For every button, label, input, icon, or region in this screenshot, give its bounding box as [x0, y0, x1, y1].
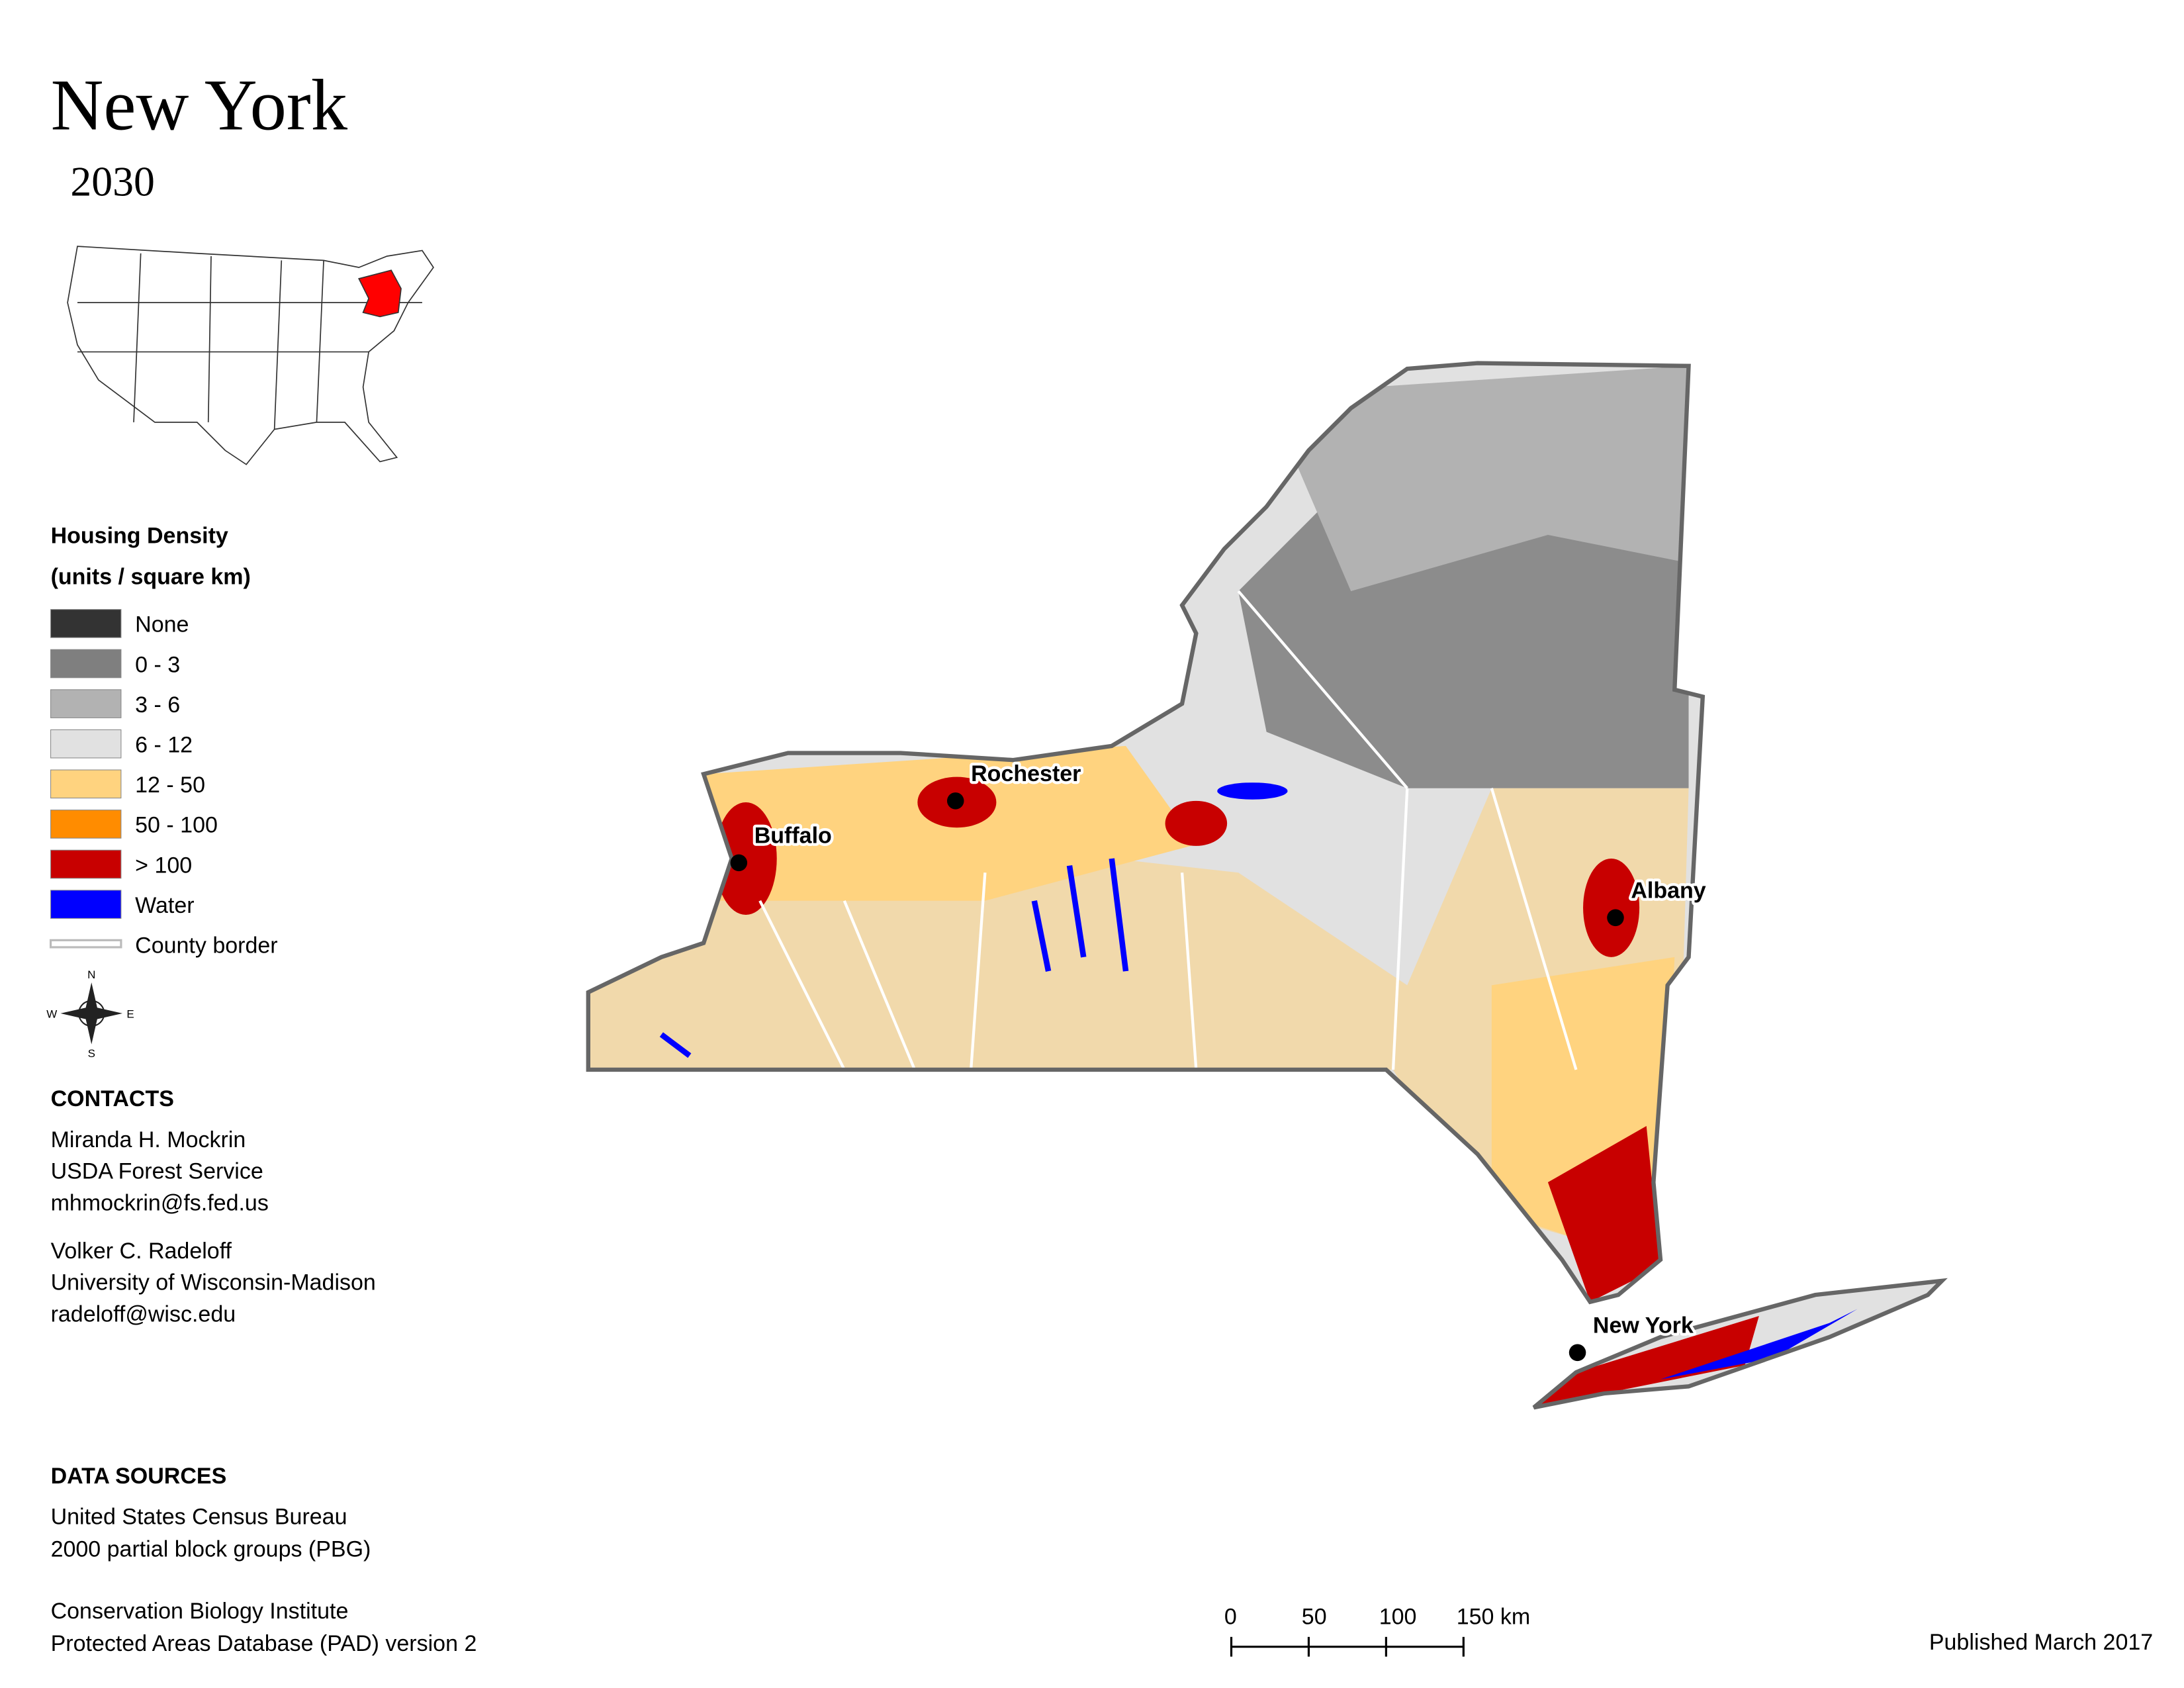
- contact-line: radeloff@wisc.edu: [51, 1302, 236, 1327]
- map-subtitle: 2030: [70, 158, 155, 205]
- legend-label: None: [135, 612, 189, 637]
- legend-swatch: [50, 609, 122, 638]
- legend-label: 6 - 12: [135, 732, 193, 757]
- source-line: Protected Areas Database (PAD) version 2: [51, 1631, 477, 1656]
- contact-line: University of Wisconsin-Madison: [51, 1270, 376, 1295]
- city-label: Albany: [1631, 878, 1706, 904]
- state-outline: [586, 361, 1948, 1410]
- legend-swatch: [49, 939, 122, 949]
- legend-title: Housing Density: [51, 524, 228, 549]
- legend-swatch: [50, 729, 122, 759]
- finger-lakes: [659, 858, 1129, 1058]
- city-label: New York: [1593, 1313, 1694, 1338]
- legend-label: Water: [135, 893, 194, 918]
- compass: N E S W: [46, 968, 134, 1060]
- scale-label: 100: [1379, 1605, 1417, 1630]
- suburban-area: [588, 788, 1689, 1267]
- us-inset: [67, 246, 434, 465]
- ny-highlight: [357, 269, 402, 318]
- legend-label: 0 - 3: [135, 652, 180, 677]
- legend-label: County border: [135, 933, 277, 958]
- legend-swatch: [50, 849, 122, 879]
- state-lines: [77, 253, 422, 430]
- city-dot: [730, 854, 748, 872]
- city-label: Buffalo: [754, 823, 832, 849]
- legend-label: 50 - 100: [135, 813, 218, 838]
- compass-e: E: [126, 1008, 134, 1020]
- compass-ring: [78, 1000, 105, 1027]
- source-line: 2000 partial block groups (PBG): [51, 1537, 371, 1562]
- legend-swatch: [50, 890, 122, 919]
- county-borders: [758, 590, 1578, 1070]
- scale-label: 150 km: [1457, 1605, 1530, 1630]
- compass-n: N: [87, 968, 95, 981]
- legend-swatch: [50, 810, 122, 839]
- legend-swatch: [50, 769, 122, 799]
- scale-bar: 0 50 100 150 km: [1224, 1605, 1530, 1657]
- city-label: Rochester: [971, 761, 1081, 786]
- contact-line: USDA Forest Service: [51, 1159, 263, 1184]
- text-blocks: Miranda H. Mockrin USDA Forest Service mhm…: [51, 1127, 477, 1656]
- legend-swatch: [50, 689, 122, 718]
- scale-label: 50: [1302, 1605, 1327, 1630]
- published-note: Published March 2017: [1929, 1630, 2153, 1655]
- legend-label: > 100: [135, 853, 192, 878]
- source-line: Conservation Biology Institute: [51, 1599, 349, 1624]
- legend-label: 3 - 6: [135, 692, 180, 718]
- city-dot: [1607, 909, 1624, 927]
- westchester-urban: [1547, 1125, 1661, 1302]
- long-island-urban: [1533, 1316, 1759, 1408]
- albany-urban: [1583, 859, 1640, 957]
- contacts-heading: CONTACTS: [51, 1086, 174, 1111]
- map-title: New York: [51, 64, 348, 146]
- city-dot: [946, 792, 964, 810]
- cities: Rochester Buffalo Albany New York: [730, 759, 1709, 1362]
- legend: None 0 - 3 3 - 6 6 - 12 12 - 50 50 - 100 > 100…: [49, 609, 278, 958]
- city-dot: [1569, 1344, 1586, 1362]
- compass-s: S: [88, 1047, 95, 1060]
- contact-line: mhmockrin@fs.fed.us: [51, 1191, 269, 1216]
- legend-units: (units / square km): [51, 564, 251, 589]
- contact-line: Miranda H. Mockrin: [51, 1127, 246, 1152]
- oneida-lake: [1217, 782, 1288, 800]
- legend-label: 12 - 50: [135, 773, 205, 798]
- sources-heading: DATA SOURCES: [51, 1464, 227, 1489]
- compass-w: W: [46, 1008, 57, 1020]
- source-line: United States Census Bureau: [51, 1505, 347, 1530]
- legend-swatch: [50, 649, 122, 679]
- scale-label: 0: [1224, 1605, 1237, 1630]
- contact-line: Volker C. Radeloff: [51, 1239, 232, 1264]
- north-area: [1266, 365, 1689, 592]
- compass-rose: [60, 982, 123, 1045]
- ny-map: [588, 363, 1942, 1408]
- syracuse-urban: [1165, 800, 1228, 846]
- us-outline: [67, 246, 434, 465]
